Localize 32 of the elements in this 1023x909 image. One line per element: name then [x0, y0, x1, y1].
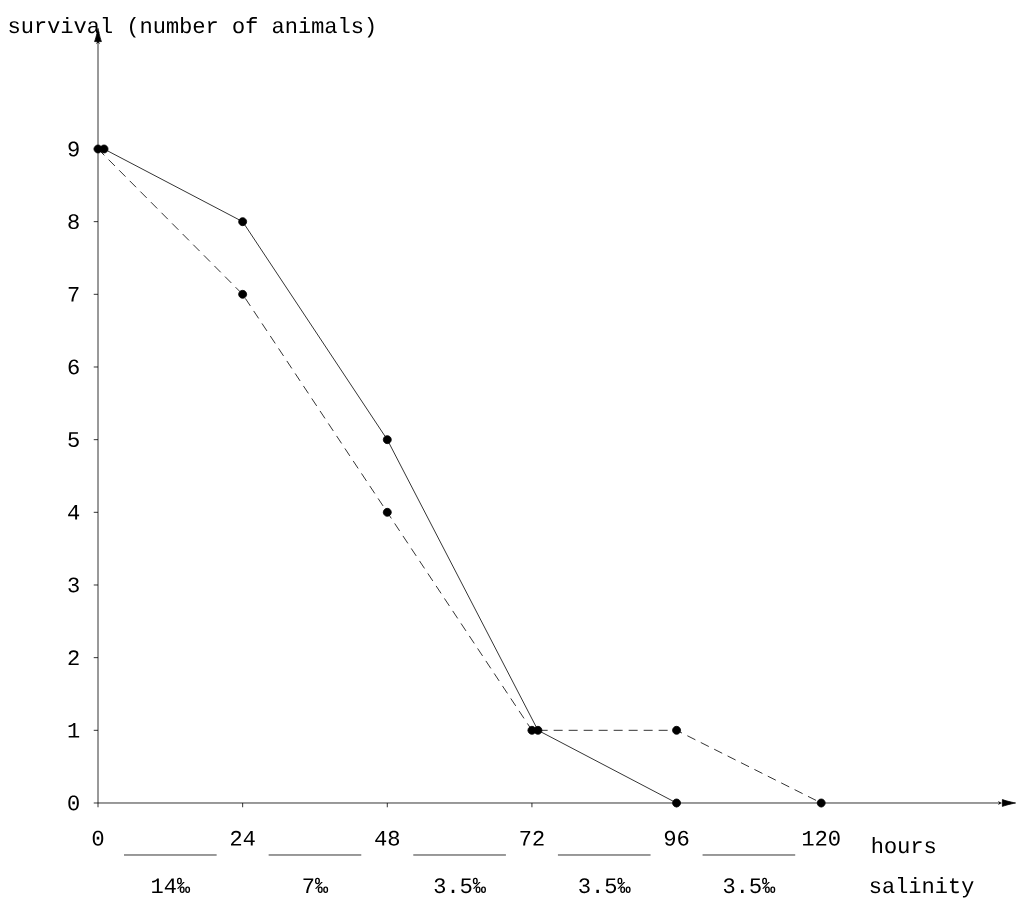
point: [93, 144, 103, 154]
y-axis-title: survival (number of animals): [9, 17, 374, 38]
y-tick-label: 7: [68, 287, 79, 302]
text: 3.5‰: [723, 877, 776, 894]
text: 3.5‰: [434, 877, 486, 894]
text: 7‰: [303, 877, 329, 893]
point: [238, 289, 248, 299]
point: [672, 725, 681, 735]
y-tick-label: 3: [68, 577, 79, 593]
x-tick-label: 72: [520, 830, 544, 846]
y-tick-label: 0: [68, 795, 79, 811]
x-tick-label: 24: [230, 830, 255, 846]
y-tick-label: 1: [68, 723, 80, 738]
y-tick-label: 8: [68, 214, 79, 230]
point: [672, 798, 681, 808]
x-tick-label: 0: [92, 830, 104, 846]
text: salinity: [870, 877, 974, 898]
y-tick-label: 4: [68, 505, 80, 520]
x-axis-title: hours: [872, 837, 935, 854]
point: [382, 435, 392, 445]
text: 3.5‰: [579, 877, 631, 894]
x-tick-label: 96: [664, 830, 689, 846]
x-tick-label: 48: [375, 830, 400, 846]
x-tick-label: 120: [802, 830, 840, 846]
y-tick-label: 6: [68, 359, 79, 375]
text: 14‰: [152, 877, 191, 893]
point: [238, 217, 248, 227]
y-tick-label: 2: [68, 650, 79, 666]
point: [382, 507, 392, 517]
y-tick-label: 5: [68, 432, 79, 448]
point: [816, 798, 826, 808]
y-tick-label: 9: [68, 141, 79, 157]
